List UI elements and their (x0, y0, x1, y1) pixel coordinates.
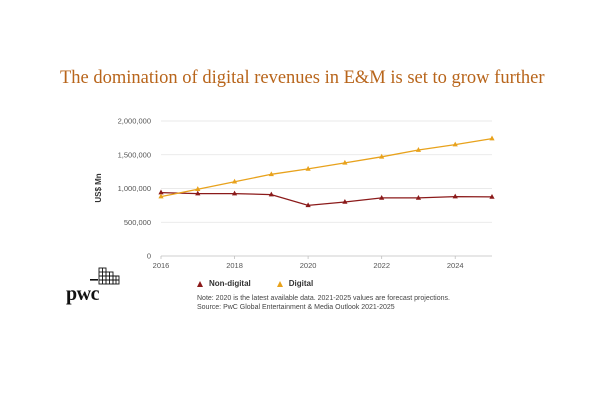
y-tick-label: 0 (147, 252, 151, 261)
series-line-digital (160, 137, 493, 198)
data-point-digital (379, 153, 385, 159)
data-point-non-digital (231, 190, 238, 196)
triangle-marker-icon (276, 280, 283, 287)
y-tick-label: 1,500,000 (118, 150, 151, 159)
legend: Non-digital Digital (197, 279, 313, 288)
source-line: Source: PwC Global Entertainment & Media… (197, 304, 395, 311)
data-point-digital (305, 165, 311, 171)
grid-lines (160, 120, 492, 259)
pwc-logo (90, 267, 120, 285)
y-tick-label: 500,000 (124, 218, 151, 227)
data-point-digital (342, 159, 348, 165)
x-tick-label: 2016 (153, 261, 170, 270)
data-point-non-digital (379, 194, 385, 200)
series-line-non-digital (160, 191, 493, 207)
data-point-digital (489, 135, 495, 141)
note-line: Note: 2020 is the latest available data.… (197, 295, 450, 302)
pwc-logo-text: pwc (66, 283, 99, 305)
x-tick-label: 2024 (447, 261, 464, 270)
x-tick-label: 2020 (300, 261, 317, 270)
legend-item-digital: Digital (276, 279, 314, 288)
x-tick-labels: 2016 2018 2020 2022 2024 (153, 261, 464, 270)
data-point-non-digital (452, 193, 458, 199)
x-tick-label: 2022 (373, 261, 390, 270)
data-point-non-digital (158, 189, 164, 195)
data-point-non-digital (195, 190, 201, 196)
series-group (158, 135, 495, 208)
legend-label: Digital (288, 279, 314, 288)
triangle-marker-icon (197, 280, 203, 287)
data-point-digital (195, 186, 201, 191)
data-point-non-digital (489, 193, 495, 199)
data-point-non-digital (268, 191, 274, 197)
data-point-digital (268, 171, 274, 177)
data-point-non-digital (342, 199, 348, 204)
data-point-non-digital (305, 202, 311, 208)
y-tick-label: 2,000,000 (118, 117, 151, 126)
y-tick-label: 1,000,000 (118, 184, 151, 193)
data-point-digital (452, 141, 458, 147)
chart-notes: Note: 2020 is the latest available data.… (197, 294, 450, 312)
data-point-non-digital (415, 194, 422, 200)
x-tick-label: 2018 (226, 261, 243, 270)
legend-item-non-digital: Non-digital (197, 279, 251, 288)
data-point-digital (231, 178, 238, 184)
y-tick-labels: 0 500,000 1,000,000 1,500,000 2,000,000 (118, 117, 151, 261)
data-point-digital (415, 147, 422, 152)
chart-title: The domination of digital revenues in E&… (60, 68, 545, 88)
y-axis-label: US$ Mn (94, 173, 103, 202)
legend-label: Non-digital (209, 279, 251, 288)
data-point-digital (158, 193, 164, 199)
